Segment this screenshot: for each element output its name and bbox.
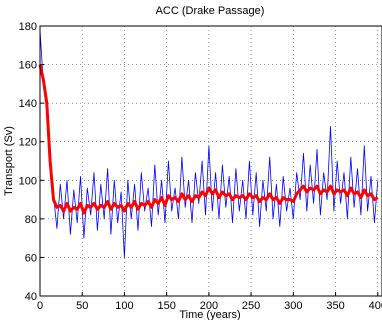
x-tick-label: 200 [200, 300, 218, 312]
y-tick-label: 160 [19, 60, 37, 72]
y-axis-label: Transport (Sv) [3, 126, 15, 196]
x-tick-label: 50 [76, 300, 88, 312]
x-tick-label: 350 [326, 300, 344, 312]
plot-frame [39, 25, 382, 297]
data-line [38, 64, 379, 215]
x-tick-label: 100 [115, 300, 133, 312]
y-tick-label: 80 [25, 214, 37, 226]
y-tick-label: 140 [19, 98, 37, 110]
chart-title: ACC (Drake Passage) [156, 5, 265, 17]
data-line [39, 29, 379, 258]
x-tick-label: 250 [242, 300, 260, 312]
y-tick-label: 60 [25, 252, 37, 264]
x-tick-label: 400 [369, 300, 382, 312]
x-tick-label: 150 [157, 300, 175, 312]
x-axis-label: Time (years) [179, 309, 240, 320]
x-tick-label: 0 [37, 300, 43, 312]
x-tick-label: 300 [284, 300, 302, 312]
y-tick-label: 100 [19, 175, 37, 187]
y-tick-label: 180 [19, 21, 37, 33]
y-tick-label: 120 [19, 137, 37, 149]
y-tick-label: 40 [25, 291, 37, 303]
